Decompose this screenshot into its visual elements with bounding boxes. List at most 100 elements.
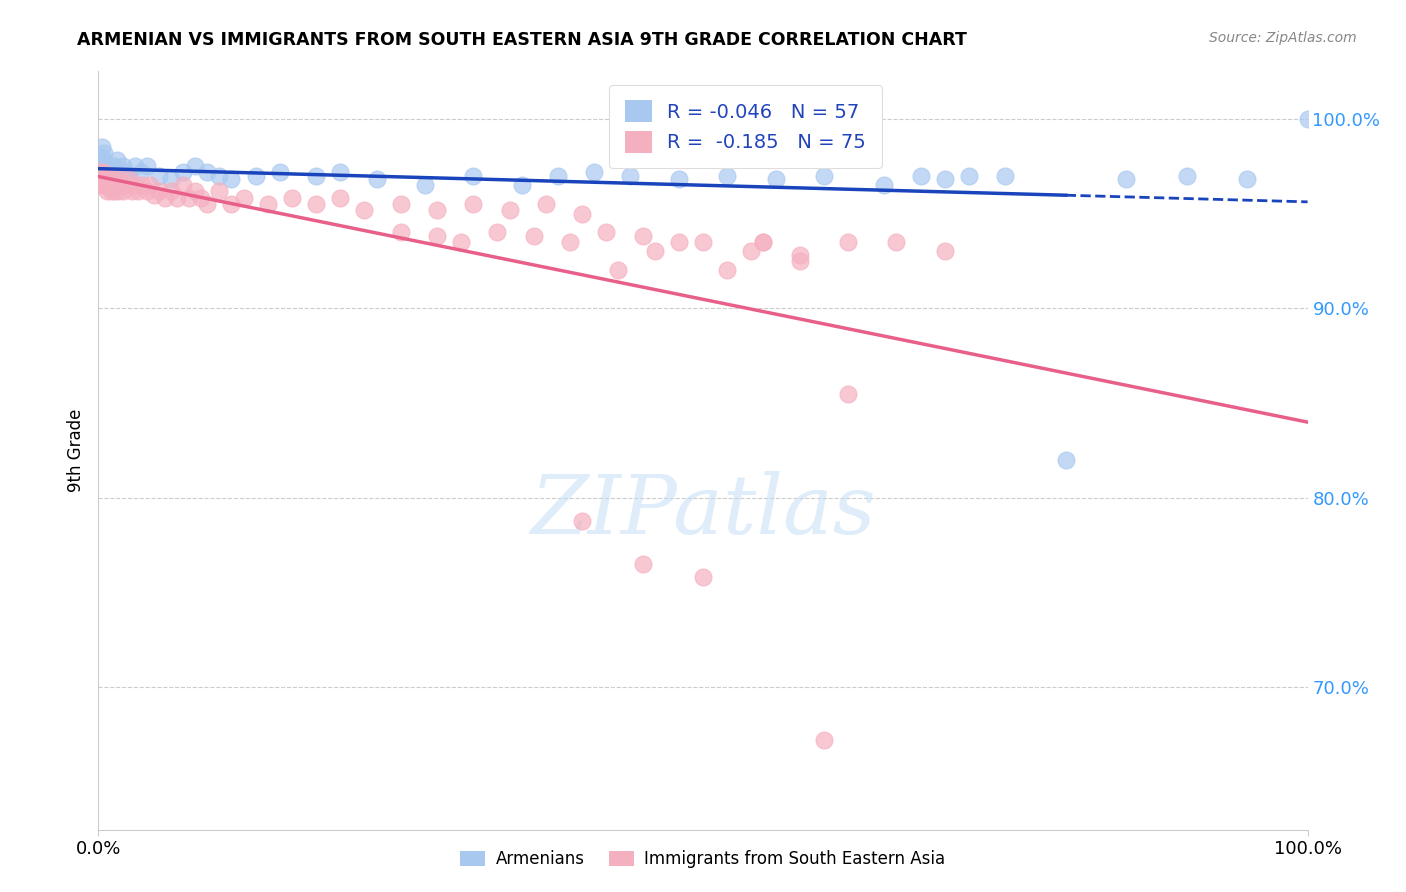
Point <box>91 140 114 154</box>
Point <box>994 169 1017 183</box>
Point <box>98 172 121 186</box>
Point <box>571 514 593 528</box>
Point <box>281 191 304 205</box>
Point <box>166 191 188 205</box>
Point <box>91 172 114 186</box>
Point <box>100 169 122 183</box>
Point <box>934 172 956 186</box>
Point <box>103 184 125 198</box>
Point <box>305 169 328 183</box>
Point <box>94 172 117 186</box>
Point <box>957 169 980 183</box>
Point <box>619 169 641 183</box>
Point <box>1115 172 1137 186</box>
Legend: R = -0.046   N = 57, R =  -0.185   N = 75: R = -0.046 N = 57, R = -0.185 N = 75 <box>609 85 882 168</box>
Point <box>668 235 690 249</box>
Point <box>143 187 166 202</box>
Point <box>148 184 170 198</box>
Point <box>114 178 136 192</box>
Point <box>595 226 617 240</box>
Point <box>716 169 738 183</box>
Point <box>105 153 128 168</box>
Text: ARMENIAN VS IMMIGRANTS FROM SOUTH EASTERN ASIA 9TH GRADE CORRELATION CHART: ARMENIAN VS IMMIGRANTS FROM SOUTH EASTER… <box>77 31 967 49</box>
Point <box>789 248 811 262</box>
Point <box>486 226 509 240</box>
Point <box>195 197 218 211</box>
Point <box>232 191 254 205</box>
Point <box>91 165 114 179</box>
Point <box>127 184 149 198</box>
Point <box>179 191 201 205</box>
Point <box>111 184 134 198</box>
Point <box>463 169 485 183</box>
Legend: Armenians, Immigrants from South Eastern Asia: Armenians, Immigrants from South Eastern… <box>454 844 952 875</box>
Point <box>101 165 124 179</box>
Point <box>716 263 738 277</box>
Point <box>111 159 134 173</box>
Point <box>1236 172 1258 186</box>
Point <box>89 159 111 173</box>
Point <box>93 159 115 173</box>
Point <box>221 197 243 211</box>
Point <box>631 229 654 244</box>
Point <box>139 178 162 192</box>
Point <box>389 197 412 211</box>
Point <box>353 202 375 217</box>
Point <box>547 169 569 183</box>
Point <box>91 150 114 164</box>
Point <box>90 165 112 179</box>
Point <box>195 165 218 179</box>
Point <box>1175 169 1198 183</box>
Y-axis label: 9th Grade: 9th Grade <box>66 409 84 492</box>
Point <box>752 235 775 249</box>
Point <box>107 184 129 198</box>
Point <box>118 169 141 183</box>
Point <box>93 145 115 160</box>
Point <box>90 178 112 192</box>
Point <box>813 169 835 183</box>
Point <box>1054 453 1077 467</box>
Point <box>366 172 388 186</box>
Point <box>607 263 630 277</box>
Point <box>583 165 606 179</box>
Point <box>101 172 124 186</box>
Point <box>184 184 207 198</box>
Point <box>135 184 157 198</box>
Point <box>256 197 278 211</box>
Point <box>813 733 835 747</box>
Point <box>160 172 183 186</box>
Point <box>910 169 932 183</box>
Point <box>789 253 811 268</box>
Point <box>934 244 956 259</box>
Point <box>1296 112 1319 126</box>
Point <box>107 169 129 183</box>
Point <box>108 172 131 186</box>
Point <box>94 165 117 179</box>
Point <box>631 557 654 571</box>
Point <box>305 197 328 211</box>
Point <box>124 159 146 173</box>
Point <box>692 235 714 249</box>
Point <box>93 178 115 192</box>
Point <box>105 178 128 192</box>
Point <box>886 235 908 249</box>
Point <box>103 159 125 173</box>
Point <box>571 206 593 220</box>
Text: Source: ZipAtlas.com: Source: ZipAtlas.com <box>1209 31 1357 45</box>
Point <box>118 172 141 186</box>
Point <box>184 159 207 173</box>
Point <box>148 169 170 183</box>
Point <box>108 172 131 186</box>
Point <box>190 191 212 205</box>
Point <box>124 178 146 192</box>
Point <box>114 165 136 179</box>
Point <box>208 169 231 183</box>
Point <box>426 202 449 217</box>
Point <box>426 229 449 244</box>
Point <box>692 570 714 584</box>
Point <box>100 184 122 198</box>
Point <box>208 184 231 198</box>
Point <box>97 169 120 183</box>
Point <box>221 172 243 186</box>
Point <box>329 191 352 205</box>
